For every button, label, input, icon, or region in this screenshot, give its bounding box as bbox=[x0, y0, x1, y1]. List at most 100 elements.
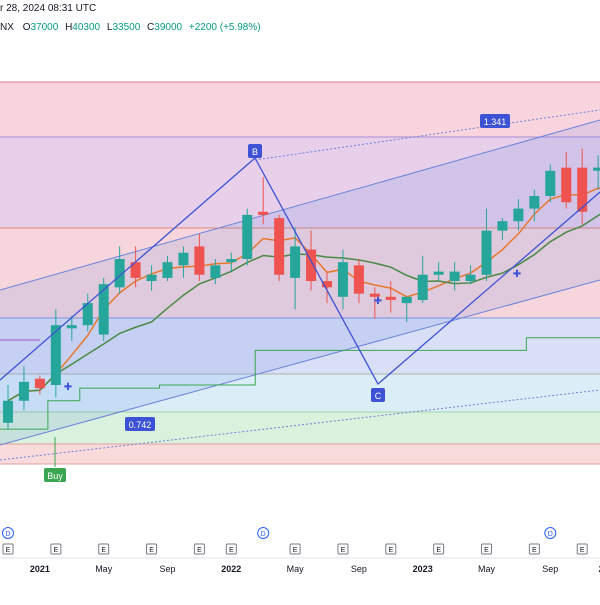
earnings-box bbox=[385, 543, 397, 555]
candle bbox=[210, 259, 221, 285]
candle-body bbox=[258, 211, 269, 215]
channel-fill bbox=[0, 120, 600, 445]
candle bbox=[114, 246, 125, 294]
candle bbox=[497, 218, 508, 241]
earnings-letter: E bbox=[388, 547, 393, 554]
candle bbox=[66, 315, 77, 341]
earnings-box bbox=[193, 543, 205, 555]
candle bbox=[258, 177, 269, 225]
dividend-marker[interactable]: D bbox=[2, 527, 14, 539]
earnings-marker[interactable]: E bbox=[50, 543, 62, 555]
candle-body bbox=[146, 274, 157, 282]
dividend-marker[interactable]: D bbox=[544, 527, 557, 539]
buy-signal[interactable]: Buy bbox=[44, 437, 66, 482]
earnings-letter: E bbox=[54, 547, 59, 554]
earnings-marker[interactable]: E bbox=[528, 543, 540, 555]
candle-body bbox=[3, 400, 13, 423]
earnings-marker[interactable]: E bbox=[146, 543, 158, 555]
candle-body bbox=[98, 284, 109, 335]
earnings-letter: E bbox=[580, 547, 585, 554]
candle bbox=[18, 366, 29, 411]
candle bbox=[3, 385, 13, 430]
earnings-letter: E bbox=[484, 547, 489, 554]
earnings-marker[interactable]: E bbox=[481, 543, 492, 555]
level-value-1341: 1.341 bbox=[484, 117, 507, 127]
zone-top bbox=[0, 82, 600, 137]
low-value: 33500 bbox=[112, 22, 141, 33]
candle bbox=[274, 214, 285, 282]
date-text: r 28, 2024 08:31 UTC bbox=[0, 3, 97, 14]
candle bbox=[130, 246, 141, 288]
earnings-marker[interactable]: E bbox=[576, 543, 588, 555]
earnings-marker[interactable]: E bbox=[193, 543, 205, 555]
candle bbox=[385, 281, 396, 313]
change-value: +2200 (+5.98%) bbox=[188, 22, 261, 33]
event-markers: D D D E E E E E E E E E E E E E bbox=[2, 527, 588, 555]
earnings-letter: E bbox=[197, 547, 202, 554]
earnings-marker[interactable]: E bbox=[289, 543, 301, 555]
candle bbox=[98, 277, 109, 341]
candle-body bbox=[226, 259, 237, 263]
x-tick-label: Sep bbox=[542, 564, 558, 574]
dividend-marker[interactable]: D bbox=[257, 527, 270, 539]
high-label: H bbox=[65, 22, 73, 33]
zone-upper bbox=[0, 137, 600, 228]
candle bbox=[401, 296, 412, 322]
candle bbox=[465, 265, 476, 285]
level-label-0742: 0.742 bbox=[125, 417, 155, 431]
level-label-1341: 1.341 bbox=[480, 114, 510, 128]
candle-body bbox=[545, 170, 556, 196]
earnings-marker[interactable]: E bbox=[337, 543, 349, 555]
earnings-box bbox=[576, 543, 588, 555]
candle bbox=[178, 246, 189, 278]
dividend-letter: D bbox=[548, 531, 553, 538]
zone-low bbox=[0, 374, 600, 412]
candle-body bbox=[401, 296, 412, 304]
earnings-letter: E bbox=[149, 547, 154, 554]
candle bbox=[529, 189, 540, 222]
point-c-label: C bbox=[375, 391, 382, 401]
earnings-letter: E bbox=[436, 547, 441, 554]
x-tick-label: Sep bbox=[159, 564, 175, 574]
earnings-box bbox=[2, 543, 14, 555]
candle bbox=[290, 227, 301, 310]
candle bbox=[50, 309, 61, 398]
candle-body bbox=[306, 249, 317, 282]
candle bbox=[226, 252, 237, 272]
earnings-marker[interactable]: E bbox=[98, 543, 110, 555]
channel-mid bbox=[0, 389, 600, 461]
candle-body bbox=[369, 293, 380, 297]
earnings-letter: E bbox=[341, 547, 346, 554]
candle-body bbox=[274, 218, 285, 275]
candle-body bbox=[290, 246, 301, 278]
earnings-box bbox=[289, 543, 301, 555]
candle bbox=[593, 155, 600, 190]
earnings-letter: E bbox=[532, 547, 537, 554]
low-label: L bbox=[106, 22, 113, 33]
level-value-0742: 0.742 bbox=[129, 420, 152, 430]
candle-body bbox=[481, 230, 492, 275]
candle-body bbox=[82, 303, 93, 326]
candle bbox=[194, 233, 205, 282]
earnings-box bbox=[433, 543, 445, 555]
pattern-line bbox=[0, 156, 600, 386]
candle bbox=[449, 262, 460, 291]
candles bbox=[3, 148, 600, 430]
earnings-marker[interactable]: E bbox=[433, 543, 445, 555]
earnings-marker[interactable]: E bbox=[225, 543, 237, 555]
candle bbox=[322, 271, 332, 304]
candle bbox=[242, 208, 253, 266]
trend-channel bbox=[0, 109, 600, 461]
earnings-letter: E bbox=[229, 547, 234, 554]
candle bbox=[162, 255, 173, 282]
earnings-marker[interactable]: E bbox=[2, 543, 14, 555]
candle bbox=[34, 375, 45, 395]
abc-pattern: B C 1.341 0.742 ✚ ✚ ✚ bbox=[0, 114, 600, 431]
earnings-marker[interactable]: E bbox=[385, 543, 397, 555]
buy-label: Buy bbox=[47, 471, 63, 481]
earnings-box bbox=[337, 543, 349, 555]
candle-body bbox=[210, 265, 221, 278]
candle-body bbox=[162, 262, 173, 278]
